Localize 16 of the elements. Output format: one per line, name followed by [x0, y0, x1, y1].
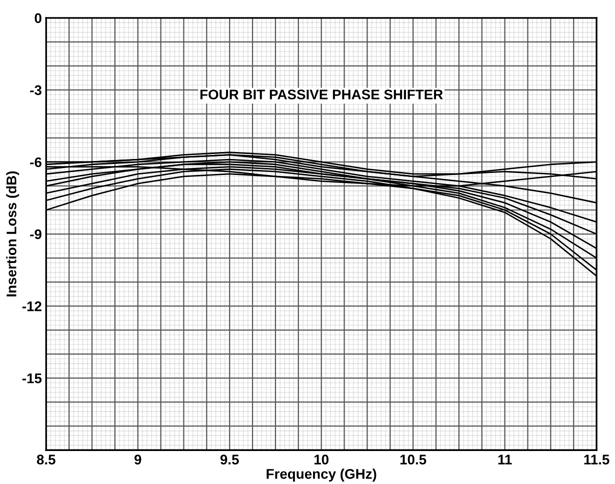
y-tick-label: -15 [22, 374, 42, 384]
y-tick-label: -9 [30, 229, 42, 240]
x-axis-title: Frequency (GHz) [266, 468, 376, 482]
x-tick-label: 11.5 [584, 454, 610, 464]
text: FOUR BIT PASSIVE PHASE SHIFTER [200, 90, 443, 100]
y-tick-label: 0 [34, 13, 42, 24]
x-tick-label: 10.5 [400, 454, 426, 464]
x-tick-label: 11 [498, 454, 512, 464]
x-tick-label: 8.5 [36, 454, 56, 464]
y-tick-label: -3 [30, 85, 42, 96]
x-tick-label: 10 [314, 454, 328, 464]
x-tick-label: 9.5 [220, 454, 239, 464]
y-tick-label: -12 [22, 301, 42, 312]
y-tick-label: -6 [30, 157, 42, 168]
x-tick-label: 9 [134, 454, 142, 464]
y-axis-title: Insertion Loss (dB) [6, 171, 20, 296]
